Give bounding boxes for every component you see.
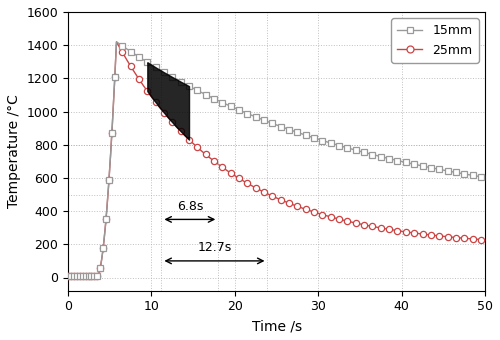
X-axis label: Time /s: Time /s (252, 319, 302, 333)
Text: 6.8s: 6.8s (176, 200, 203, 213)
Text: 12.7s: 12.7s (198, 241, 232, 254)
Y-axis label: Temperature /°C: Temperature /°C (7, 95, 21, 208)
Legend: 15mm, 25mm: 15mm, 25mm (391, 18, 479, 63)
